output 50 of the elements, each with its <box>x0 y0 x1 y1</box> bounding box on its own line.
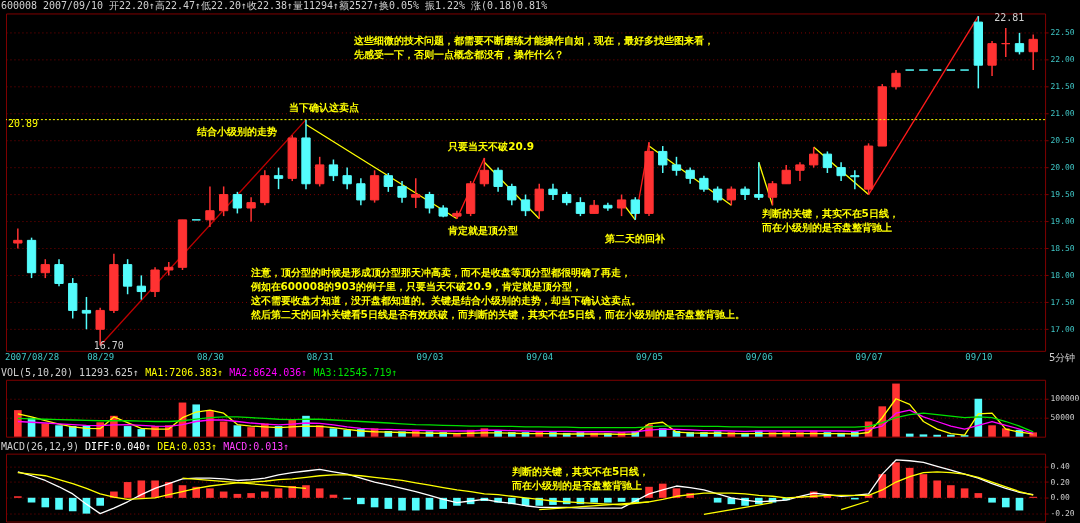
y-tick-label: -0.20 <box>1050 509 1075 519</box>
annotation: 第二天的回补 <box>603 232 666 245</box>
annotation: 16.70 <box>93 339 124 351</box>
y-tick-label: 50000 <box>1050 413 1075 423</box>
y-tick-label: 19.50 <box>1050 190 1075 200</box>
y-tick-label: 22.00 <box>1050 55 1075 65</box>
annotation: 判断的关键，其实不在5日线，而在小级别的是否盘整背驰上 <box>760 207 899 234</box>
y-tick-label: 20.50 <box>1050 136 1075 146</box>
x-tick-label: 2007/08/28 <box>5 352 60 363</box>
annotation: 当下确认这卖点 <box>289 101 360 114</box>
y-tick-label: 22.50 <box>1050 28 1075 38</box>
y-tick-label: 18.50 <box>1050 243 1075 253</box>
x-tick-label: 09/05 <box>636 352 664 363</box>
x-tick-label: 09/07 <box>855 352 883 363</box>
annotation: 结合小级别的走势 <box>195 125 277 138</box>
text: 5分钟 <box>1049 351 1076 363</box>
annotation: 22.81 <box>994 12 1025 24</box>
x-tick-label: 09/04 <box>526 352 554 363</box>
chart-title: VOL(5,10,20) 11293.625↑ <box>1 366 140 378</box>
x-tick-label: 09/03 <box>416 352 444 363</box>
y-tick-label: 18.00 <box>1050 270 1075 280</box>
y-tick-label: 19.00 <box>1050 216 1075 226</box>
x-tick-label: 09/06 <box>745 352 773 363</box>
y-tick-label: 21.50 <box>1050 82 1075 92</box>
y-tick-label: 0.00 <box>1050 493 1070 503</box>
annotation: 这些细微的技术问题，都需要不断磨练才能操作自如，现在，最好多找些图来看，先感受一下，否则一点概念都没有，操作什么？ <box>353 34 715 61</box>
text: DEA:0.033↑ <box>157 440 218 452</box>
text: MA3:12545.719↑ <box>313 366 398 378</box>
y-tick-label: 21.00 <box>1050 109 1075 119</box>
y-tick-label: 17.00 <box>1050 324 1075 334</box>
y-tick-label: 17.50 <box>1050 297 1075 307</box>
chart-subtitle: MACD:0.013↑ <box>223 440 290 452</box>
y-tick-label: 20.00 <box>1050 163 1075 173</box>
text: MA2:8624.036↑ <box>229 366 308 378</box>
ref-line-label: 20.89 <box>7 117 38 129</box>
annotation: 注意，顶分型的时候是形成顶分型那天冲高卖，而不是收盘等顶分型都很明确了再走，例如在600008的903的例子里，只要当天不破20.9，肯定就是顶分型，这不需要收盘才知道，没开盘都知道的。关键是结合小级别的走势，却当下确认这卖点。然后第二天的回补关键看5日线是否有效跌破，而判断的关键，其实不在5日线，而在小级别的是否盘整背驰上。 <box>249 265 746 320</box>
annotation: 只要当天不破20.9 <box>447 140 535 153</box>
chart-title: MACD(26,12,9) <box>1 440 80 452</box>
x-tick-label: 08/30 <box>196 352 224 363</box>
annotation: 判断的关键，其实不在5日线，而在小级别的是否盘整背驰上 <box>511 464 650 491</box>
annotation: 肯定就是顶分型 <box>447 224 519 237</box>
y-tick-label: 0.20 <box>1050 477 1070 487</box>
y-tick-label: 100000 <box>1050 394 1080 404</box>
text: DIFF:0.040↑ <box>85 440 152 452</box>
chart-title: 600008 2007/09/10 开22.20↑高22.47↑低22.20↑收22.38↑量11294↑额2527↑换0.05% 振1.22% 涨(0.18)0.81% <box>1 0 548 12</box>
x-tick-label: 09/10 <box>965 352 993 363</box>
y-tick-label: 0.40 <box>1050 461 1070 471</box>
text: MA1:7206.383↑ <box>145 366 224 378</box>
x-tick-label: 08/31 <box>306 352 334 363</box>
x-tick-label: 08/29 <box>87 352 115 363</box>
